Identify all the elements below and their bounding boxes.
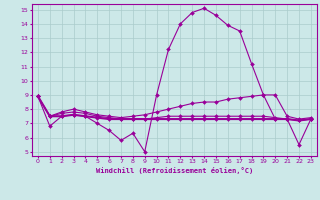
X-axis label: Windchill (Refroidissement éolien,°C): Windchill (Refroidissement éolien,°C) [96, 167, 253, 174]
